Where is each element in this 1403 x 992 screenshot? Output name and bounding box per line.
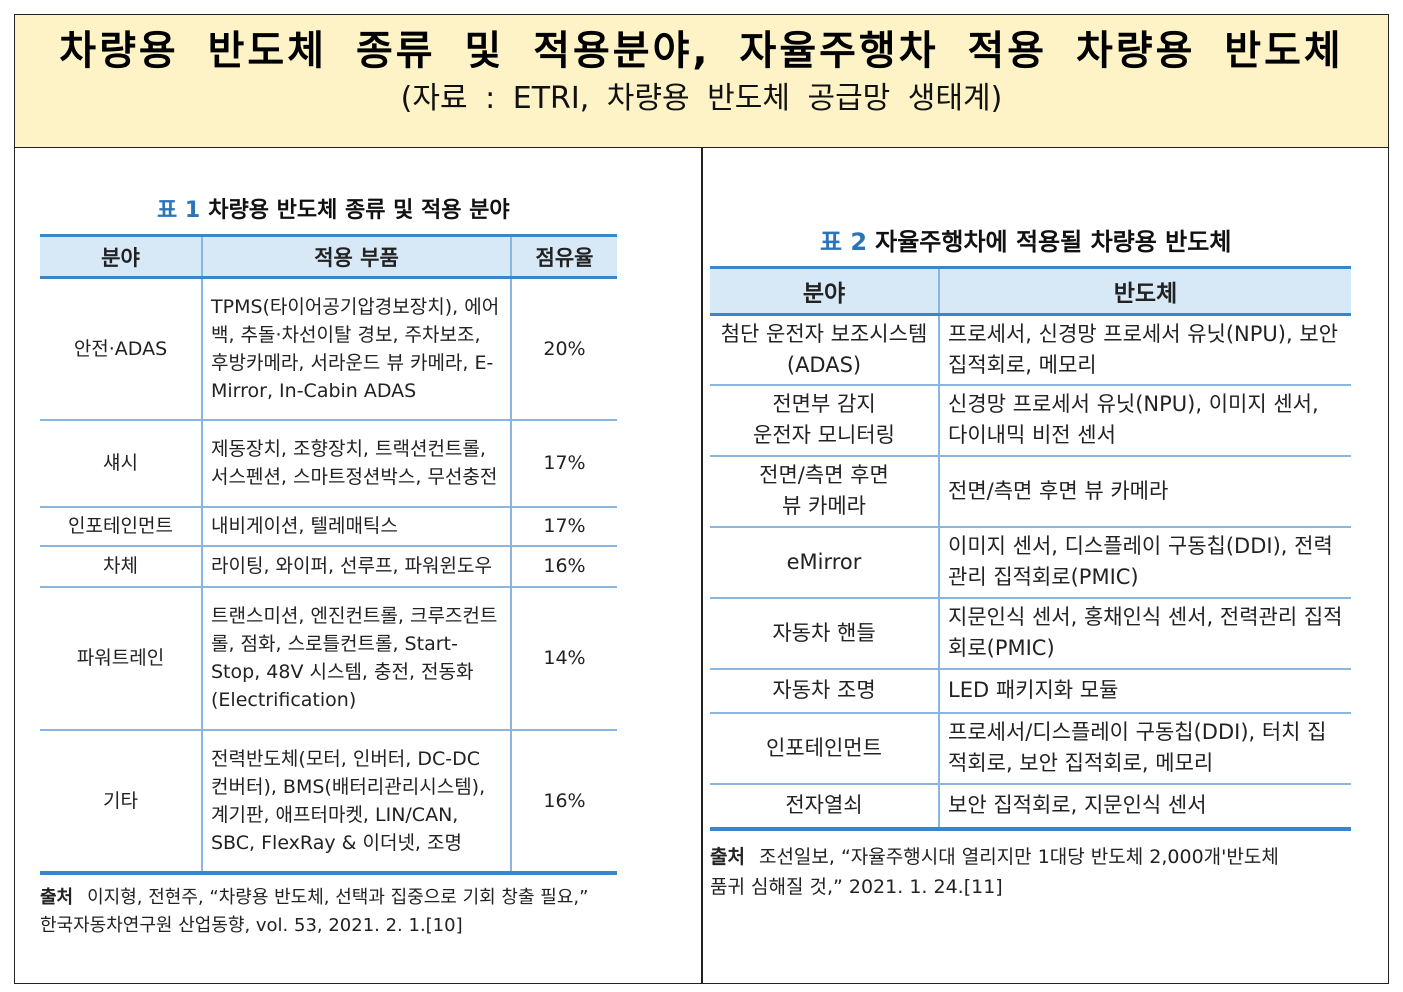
table-row: 인포테인먼트 내비게이션, 텔레매틱스 17% (40, 506, 617, 547)
table-row: 섀시 제동장치, 조향장치, 트랙션컨트롤, 서스펜션, 스마트정션박스, 무선… (40, 419, 617, 508)
table-row: 인포테인먼트 프로세서/디스플레이 구동칩(DDI), 터치 집적회로, 보안 … (710, 712, 1351, 785)
table2-field-line: 전면/측면 후면 (759, 463, 889, 487)
table1-share: 20% (510, 277, 617, 421)
table-row: 자동차 조명 LED 패키지화 모듈 (710, 668, 1351, 714)
table2-field-line: 전자열쇠 (785, 793, 863, 817)
table1-source-label: 출처 (40, 887, 74, 908)
column-divider (701, 148, 703, 983)
table2-semis: 전면/측면 후면 뷰 카메라 (938, 455, 1351, 528)
table2-source-label: 출처 (710, 846, 745, 868)
table2-field: 전자열쇠 (710, 783, 939, 831)
table1-parts: 제동장치, 조향장치, 트랙션컨트롤, 서스펜션, 스마트정션박스, 무선충전 (201, 419, 511, 508)
table-row: 첨단 운전자 보조시스템 (ADAS) 프로세서, 신경망 프로세서 유닛(NPU… (710, 314, 1351, 386)
table1-header-share: 점유율 (510, 234, 617, 279)
table2-field-line: 뷰 카메라 (782, 494, 866, 518)
table2-semis: 이미지 센서, 디스플레이 구동칩(DDI), 전력관리 집적회로(PMIC) (938, 526, 1351, 599)
table1-source-line2: 한국자동차연구원 산업동향, vol. 53, 2021. 2. 1.[10] (40, 915, 463, 936)
table2-caption: 표 2 자율주행차에 적용될 차량용 반도체 (820, 222, 1231, 257)
table1-share: 17% (510, 419, 617, 508)
table2-field: 인포테인먼트 (710, 712, 939, 785)
table2-caption-number: 표 2 (820, 228, 868, 256)
table2-field-line: 자동차 조명 (772, 678, 876, 702)
table1-field: 기타 (40, 729, 202, 875)
table1-field: 파워트레인 (40, 586, 202, 731)
table2-field-line: 인포테인먼트 (766, 735, 882, 760)
table1-header-field: 분야 (40, 234, 202, 279)
table1-share: 16% (510, 545, 617, 588)
table2-field-line: 전면부 감지 (772, 392, 876, 416)
table2-source-line1: 조선일보, “자율주행시대 열리지만 1대당 반도체 2,000개'반도체 (758, 846, 1279, 868)
page-title: 차량용 반도체 종류 및 적용분야, 자율주행차 적용 차량용 반도체 (59, 28, 1344, 74)
table2-field: eMirror (710, 526, 939, 599)
table2-field-line: eMirror (786, 549, 862, 574)
table2-field-line: (ADAS) (786, 352, 862, 377)
table1-source-line1: 이지형, 전현주, “차량용 반도체, 선택과 집중으로 기회 창출 필요,” (87, 887, 589, 908)
table1-parts: 라이팅, 와이퍼, 선루프, 파워윈도우 (201, 545, 511, 588)
table1: 분야 적용 부품 점유율 안전·ADAS TPMS(타이어공기압경보장치), 에… (40, 234, 617, 875)
table2-field: 첨단 운전자 보조시스템 (ADAS) (710, 314, 939, 386)
table1-field: 안전·ADAS (40, 277, 202, 421)
table1-parts: 전력반도체(모터, 인버터, DC-DC 컨버터), BMS(배터리관리시스템)… (201, 729, 511, 875)
table2-field-line: 자동차 핸들 (772, 620, 876, 645)
table1-share: 14% (510, 586, 617, 731)
table1-parts: 트랜스미션, 엔진컨트롤, 크루즈컨트롤, 점화, 스로틀컨트롤, Start-… (201, 586, 511, 731)
table1-header-parts: 적용 부품 (201, 234, 511, 279)
table-row: 차체 라이팅, 와이퍼, 선루프, 파워윈도우 16% (40, 545, 617, 588)
table2-caption-text: 자율주행차에 적용될 차량용 반도체 (875, 228, 1232, 256)
table2-semis: 보안 집적회로, 지문인식 센서 (938, 783, 1351, 831)
table1-field: 인포테인먼트 (40, 506, 202, 547)
table2-semis: 지문인식 센서, 홍채인식 센서, 전력관리 집적회로(PMIC) (938, 597, 1351, 670)
table2: 분야 반도체 첨단 운전자 보조시스템 (ADAS) 프로세서, 신경망 프로세서… (710, 266, 1351, 831)
table1-parts: 내비게이션, 텔레매틱스 (201, 506, 511, 547)
document-frame: 차량용 반도체 종류 및 적용분야, 자율주행차 적용 차량용 반도체 (자료 … (14, 14, 1389, 984)
table2-header-field: 분야 (710, 266, 939, 316)
table1-parts: TPMS(타이어공기압경보장치), 에어백, 추돌·차선이탈 경보, 주차보조,… (201, 277, 511, 421)
table2-field-line: 첨단 운전자 보조시스템 (720, 321, 928, 346)
table1-share: 16% (510, 729, 617, 875)
table-row: 파워트레인 트랜스미션, 엔진컨트롤, 크루즈컨트롤, 점화, 스로틀컨트롤, … (40, 586, 617, 731)
table2-source-line2: 품귀 심해질 것,” 2021. 1. 24.[11] (710, 876, 1003, 898)
table-row: 전자열쇠 보안 집적회로, 지문인식 센서 (710, 783, 1351, 831)
table2-semis: LED 패키지화 모듈 (938, 668, 1351, 714)
table1-share: 17% (510, 506, 617, 547)
table-row: eMirror 이미지 센서, 디스플레이 구동칩(DDI), 전력관리 집적회… (710, 526, 1351, 599)
table1-caption-text: 차량용 반도체 종류 및 적용 분야 (208, 198, 510, 223)
table-row: 기타 전력반도체(모터, 인버터, DC-DC 컨버터), BMS(배터리관리시… (40, 729, 617, 875)
table2-field: 자동차 핸들 (710, 597, 939, 670)
table1-caption-number: 표 1 (157, 198, 201, 223)
title-banner: 차량용 반도체 종류 및 적용분야, 자율주행차 적용 차량용 반도체 (자료 … (15, 15, 1388, 148)
table2-semis: 프로세서, 신경망 프로세서 유닛(NPU), 보안 집적회로, 메모리 (938, 314, 1351, 386)
table1-field: 차체 (40, 545, 202, 588)
table2-field-line: 운전자 모니터링 (753, 423, 895, 447)
table2-header-semis: 반도체 (938, 266, 1351, 316)
table-row: 안전·ADAS TPMS(타이어공기압경보장치), 에어백, 추돌·차선이탈 경… (40, 277, 617, 421)
page-subtitle: (자료 : ETRI, 차량용 반도체 공급망 생태계) (400, 81, 1003, 116)
table2-semis: 프로세서/디스플레이 구동칩(DDI), 터치 집적회로, 보안 집적회로, 메… (938, 712, 1351, 785)
table-row: 자동차 핸들 지문인식 센서, 홍채인식 센서, 전력관리 집적회로(PMIC) (710, 597, 1351, 670)
table2-field: 자동차 조명 (710, 668, 939, 714)
table1-source: 출처 이지형, 전현주, “차량용 반도체, 선택과 집중으로 기회 창출 필요,… (40, 884, 630, 940)
table1-caption: 표 1 차량용 반도체 종류 및 적용 분야 (157, 192, 510, 224)
table2-source: 출처 조선일보, “자율주행시대 열리지만 1대당 반도체 2,000개'반도체 … (710, 842, 1360, 902)
table1-field: 섀시 (40, 419, 202, 508)
table2-semis: 신경망 프로세서 유닛(NPU), 이미지 센서, 다이내믹 비전 센서 (938, 384, 1351, 457)
